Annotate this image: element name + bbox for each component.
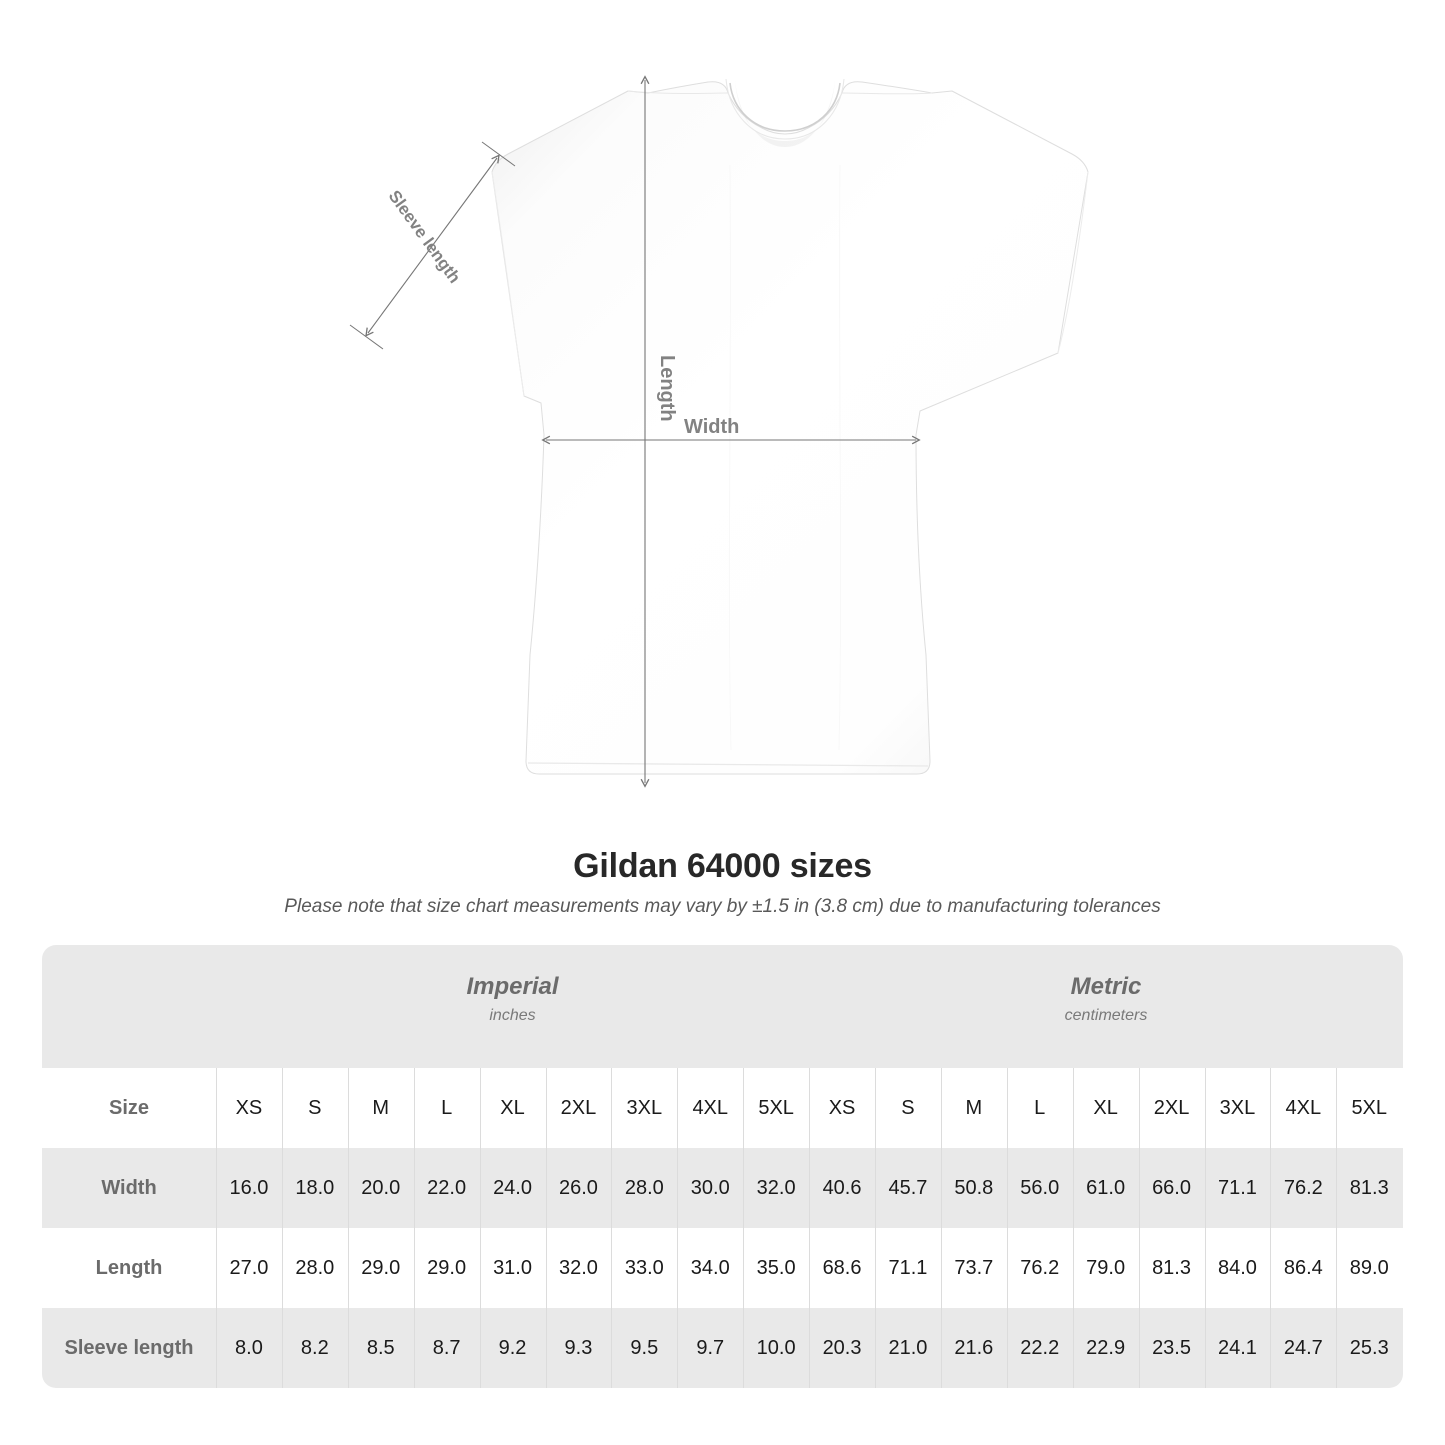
- svg-text:Length: Length: [656, 355, 678, 422]
- svg-text:Sleeve length: Sleeve length: [385, 187, 465, 287]
- svg-text:Width: Width: [684, 416, 739, 438]
